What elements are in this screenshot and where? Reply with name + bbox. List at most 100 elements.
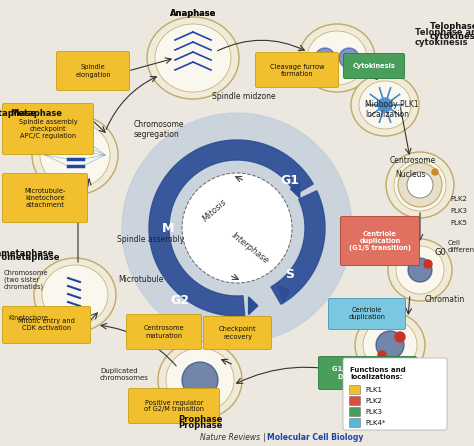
Polygon shape	[291, 180, 300, 198]
Text: Checkpoint
recovery: Checkpoint recovery	[219, 326, 256, 339]
FancyBboxPatch shape	[328, 298, 405, 330]
Ellipse shape	[359, 81, 411, 129]
Text: Prophase: Prophase	[178, 421, 222, 429]
Text: PLK5: PLK5	[450, 220, 467, 226]
Circle shape	[182, 173, 292, 283]
Text: Anaphase: Anaphase	[170, 9, 216, 18]
Polygon shape	[248, 297, 258, 314]
Text: PLK1: PLK1	[365, 387, 382, 393]
Ellipse shape	[166, 348, 234, 412]
Text: Metaphase: Metaphase	[10, 108, 62, 117]
Text: Centrosome
maturation: Centrosome maturation	[144, 326, 184, 339]
Text: Spindle midzone: Spindle midzone	[212, 92, 275, 101]
Text: Chromosome
(two sister
chromatids): Chromosome (two sister chromatids)	[4, 270, 48, 290]
Text: Microtubule-
kinetochore
attachment: Microtubule- kinetochore attachment	[24, 188, 66, 208]
Text: Cell
differentiation: Cell differentiation	[448, 240, 474, 252]
Polygon shape	[149, 140, 313, 316]
FancyBboxPatch shape	[2, 306, 91, 343]
Ellipse shape	[40, 122, 110, 188]
Circle shape	[408, 258, 432, 282]
Circle shape	[376, 331, 404, 359]
Circle shape	[182, 362, 218, 398]
Text: Kinetochore: Kinetochore	[8, 315, 48, 321]
FancyBboxPatch shape	[203, 317, 272, 350]
Ellipse shape	[351, 74, 419, 136]
Text: |: |	[263, 433, 265, 442]
Text: Telophase and
cytokinesis: Telophase and cytokinesis	[415, 28, 474, 47]
FancyBboxPatch shape	[56, 51, 129, 91]
Text: Microtubule: Microtubule	[118, 275, 164, 284]
Circle shape	[378, 98, 392, 112]
Text: Metaphase: Metaphase	[0, 108, 36, 117]
FancyBboxPatch shape	[127, 314, 201, 350]
FancyBboxPatch shape	[255, 53, 338, 87]
Circle shape	[407, 172, 433, 198]
Ellipse shape	[158, 341, 242, 419]
Ellipse shape	[388, 239, 452, 301]
Text: G1/S transition and
DNA replication: G1/S transition and DNA replication	[332, 367, 403, 380]
Text: Molecular Cell Biology: Molecular Cell Biology	[267, 433, 364, 442]
Text: Nucleus: Nucleus	[395, 170, 426, 179]
Text: PLK4*: PLK4*	[365, 420, 385, 426]
Circle shape	[424, 260, 432, 268]
FancyBboxPatch shape	[340, 216, 419, 265]
Text: Mitotic entry and
CDK activation: Mitotic entry and CDK activation	[18, 318, 75, 331]
Circle shape	[432, 169, 438, 175]
Text: Mitosis: Mitosis	[201, 197, 229, 223]
Text: Functions and
localizations:: Functions and localizations:	[350, 367, 406, 380]
Text: Telophase and
cytokinesis: Telophase and cytokinesis	[430, 22, 474, 41]
FancyBboxPatch shape	[319, 356, 417, 389]
Text: G2: G2	[171, 293, 190, 306]
Text: Centriole
duplication
(G1/S transition): Centriole duplication (G1/S transition)	[349, 231, 411, 251]
Circle shape	[315, 48, 335, 68]
Ellipse shape	[394, 159, 446, 211]
Circle shape	[122, 113, 352, 343]
Ellipse shape	[155, 24, 231, 92]
Polygon shape	[271, 191, 325, 304]
Text: Cytokinesis: Cytokinesis	[353, 63, 395, 69]
Circle shape	[378, 351, 386, 359]
Text: Anaphase: Anaphase	[170, 9, 216, 18]
Text: PLK3: PLK3	[450, 208, 467, 214]
Text: Spindle assembly: Spindle assembly	[117, 235, 184, 244]
Text: Nature Reviews: Nature Reviews	[200, 433, 260, 442]
Text: Spindle assembly
checkpoint
APC/C regulation: Spindle assembly checkpoint APC/C regula…	[18, 119, 77, 139]
Ellipse shape	[147, 17, 239, 99]
Text: Positive regulator
of G2/M transition: Positive regulator of G2/M transition	[144, 400, 204, 413]
FancyBboxPatch shape	[349, 408, 361, 417]
Ellipse shape	[299, 24, 375, 92]
Text: Centriole
duplication: Centriole duplication	[348, 307, 385, 321]
Text: Prometaphase: Prometaphase	[0, 253, 60, 263]
Text: G0: G0	[435, 248, 447, 257]
FancyBboxPatch shape	[349, 396, 361, 405]
FancyBboxPatch shape	[349, 385, 361, 395]
Text: Interphase: Interphase	[229, 231, 271, 265]
FancyBboxPatch shape	[344, 54, 404, 78]
FancyBboxPatch shape	[2, 173, 88, 223]
Text: Cleavage furrow
formation: Cleavage furrow formation	[270, 63, 324, 77]
Text: Centrosome: Centrosome	[390, 156, 436, 165]
Ellipse shape	[34, 258, 116, 332]
Circle shape	[339, 48, 359, 68]
Text: Spindle
elongation: Spindle elongation	[75, 65, 111, 78]
Polygon shape	[277, 286, 289, 302]
Circle shape	[395, 332, 405, 342]
Text: Prophase: Prophase	[178, 416, 222, 425]
FancyBboxPatch shape	[2, 103, 93, 154]
Ellipse shape	[386, 152, 454, 218]
FancyBboxPatch shape	[128, 388, 219, 424]
Text: S: S	[285, 268, 294, 281]
Text: PLK3: PLK3	[365, 409, 382, 415]
FancyBboxPatch shape	[343, 358, 447, 430]
FancyBboxPatch shape	[349, 418, 361, 428]
Text: Chromatin: Chromatin	[425, 295, 465, 304]
Ellipse shape	[355, 312, 425, 378]
Text: Chromosome
segregation: Chromosome segregation	[134, 120, 184, 139]
Text: PLK2: PLK2	[450, 196, 467, 202]
Ellipse shape	[363, 319, 417, 371]
Circle shape	[398, 163, 442, 207]
Ellipse shape	[42, 265, 108, 325]
Text: PLK2: PLK2	[365, 398, 382, 404]
Text: G1: G1	[281, 173, 300, 186]
Ellipse shape	[396, 246, 444, 294]
